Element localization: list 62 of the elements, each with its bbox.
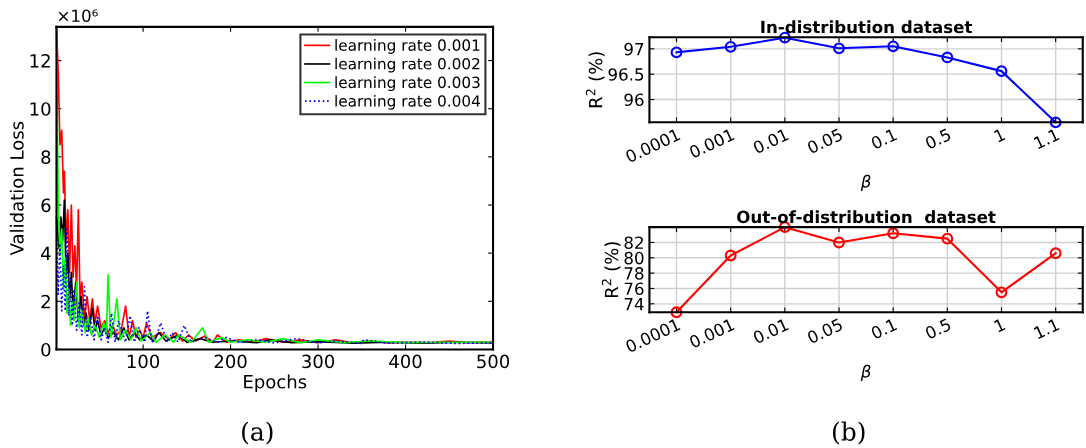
point <box>670 46 683 59</box>
text: (b) <box>832 421 865 445</box>
text: (a) <box>242 421 273 445</box>
x-tick-label: 0.001 <box>688 318 735 349</box>
x-tick-label: 0.01 <box>752 128 789 155</box>
x-tick-label: 1 <box>993 128 1006 143</box>
x-tick-label: 1.1 <box>1033 128 1060 150</box>
y-tick-label: 97 <box>624 42 644 56</box>
point <box>670 306 683 319</box>
y-tick-label: 4 <box>41 246 51 261</box>
y-tick-label: 0 <box>41 342 51 357</box>
y-tick-label: 82 <box>624 236 643 250</box>
legend-label: learning rate 0.001 <box>335 39 480 54</box>
point <box>941 232 954 245</box>
x-tick-label: 400 <box>389 354 422 369</box>
y-tick-label: 96.5 <box>608 68 644 81</box>
x-tick-label: 0.1 <box>870 128 898 150</box>
legend-label: learning rate 0.003 <box>335 76 480 92</box>
x-axis-title: β <box>860 364 871 381</box>
text: ×10⁶ <box>58 9 98 23</box>
y-tick-label: 76 <box>624 282 644 296</box>
point <box>995 286 1008 299</box>
point <box>833 236 845 249</box>
y-axis-title: R$^{2}$ (%) <box>601 242 621 298</box>
y-tick-label: 80 <box>624 251 644 265</box>
x-tick-label: 0.01 <box>752 318 789 345</box>
y-tick-label: 78 <box>624 267 644 280</box>
legend-label: learning rate 0.002 <box>335 57 480 73</box>
x-tick-label: 0.5 <box>924 128 952 150</box>
y-tick-label: 10 <box>30 102 51 116</box>
x-tick-label: 0.5 <box>924 318 952 340</box>
point <box>941 51 954 64</box>
y-tick-label: 6 <box>41 198 51 213</box>
x-tick-label: 500 <box>477 354 510 369</box>
point <box>887 40 900 53</box>
x-tick-label: 200 <box>214 354 247 369</box>
y-tick-label: 96 <box>624 93 644 107</box>
y-axis-title: R$^{2}$ (%) <box>585 52 605 108</box>
y-tick-label: 74 <box>624 298 644 311</box>
x-tick-label: 0.1 <box>870 318 898 340</box>
x-tick-label: 0.05 <box>806 318 844 345</box>
x-axis-title: β <box>860 174 871 191</box>
x-tick-label: 0.05 <box>806 128 844 155</box>
chart-title: In-distribution dataset <box>761 20 973 34</box>
x-tick-label: 1.1 <box>1033 318 1060 340</box>
x-axis-title: Epochs <box>244 374 307 393</box>
legend-label: learning rate 0.004 <box>335 94 480 110</box>
x-tick-label: 1 <box>993 318 1006 333</box>
y-tick-label: 8 <box>41 150 51 164</box>
x-tick-label: 100 <box>127 354 160 369</box>
point <box>724 40 737 53</box>
chart-title: Out-of-distribution dataset <box>737 210 996 224</box>
point <box>887 227 900 240</box>
y-axis-title: Validation Loss <box>9 121 24 256</box>
point <box>724 249 737 262</box>
y-tick-label: 12 <box>30 54 50 68</box>
point <box>833 42 845 55</box>
point <box>1049 116 1062 129</box>
point <box>1049 247 1062 260</box>
y-tick-label: 2 <box>41 294 50 309</box>
point <box>995 65 1008 78</box>
x-tick-label: 300 <box>302 354 335 369</box>
